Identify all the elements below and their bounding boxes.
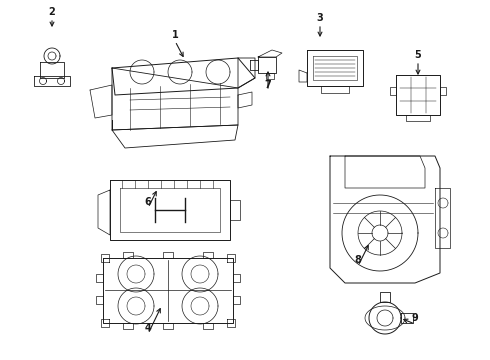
- Text: 5: 5: [415, 50, 421, 60]
- Text: 2: 2: [49, 7, 55, 17]
- Text: 7: 7: [265, 80, 271, 90]
- Text: 9: 9: [412, 313, 418, 323]
- Text: 4: 4: [145, 323, 151, 333]
- Text: 1: 1: [172, 30, 178, 40]
- Text: 3: 3: [317, 13, 323, 23]
- Text: 6: 6: [145, 197, 151, 207]
- Text: 8: 8: [355, 255, 362, 265]
